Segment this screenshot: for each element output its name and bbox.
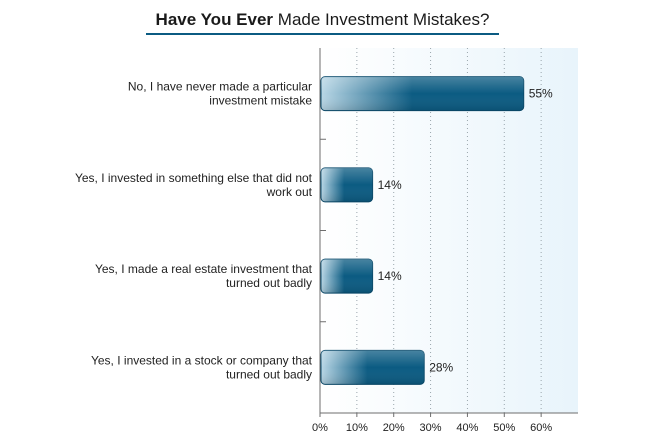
bar-shine-0: [321, 76, 524, 111]
category-label-0: No, I have never made a particular invest…: [128, 80, 312, 108]
category-label-1-line-0: Yes, I invested in something else that d…: [75, 171, 313, 185]
x-tick-label-60: 60%: [530, 422, 552, 434]
category-label-1: Yes, I invested in something else that d…: [75, 171, 313, 199]
chart-title-bold: Have You Ever: [155, 10, 274, 29]
bar-shine-3: [321, 350, 425, 385]
category-label-3: Yes, I invested in a stock or company th…: [91, 353, 313, 381]
data-label-2: 14%: [378, 269, 402, 283]
x-tick-label-0: 0%: [312, 422, 328, 434]
category-label-0-line-0: No, I have never made a particular: [128, 80, 312, 94]
data-label-1: 14%: [378, 178, 402, 192]
category-label-2: Yes, I made a real estate investment tha…: [95, 262, 313, 290]
chart-title: Have You Ever Made Investment Mistakes?: [0, 10, 645, 30]
data-label-0: 55%: [529, 87, 553, 101]
x-tick-label-10: 10%: [346, 422, 368, 434]
x-tick-label-50: 50%: [493, 422, 515, 434]
x-tick-label-20: 20%: [383, 422, 405, 434]
category-label-3-line-1: turned out badly: [226, 367, 312, 381]
data-label-3: 28%: [429, 360, 453, 374]
category-label-2-line-0: Yes, I made a real estate investment tha…: [95, 262, 313, 276]
bar-shine-1: [321, 167, 373, 202]
category-label-3-line-0: Yes, I invested in a stock or company th…: [91, 353, 313, 367]
category-label-1-line-1: work out: [266, 185, 313, 199]
title-underline: [146, 33, 499, 35]
bar-shine-2: [321, 259, 373, 294]
x-tick-label-30: 30%: [420, 422, 442, 434]
category-label-0-line-1: investment mistake: [209, 94, 312, 108]
chart-title-rest: Made Investment Mistakes?: [277, 10, 490, 29]
category-label-2-line-1: turned out badly: [226, 276, 312, 290]
x-tick-label-40: 40%: [456, 422, 478, 434]
